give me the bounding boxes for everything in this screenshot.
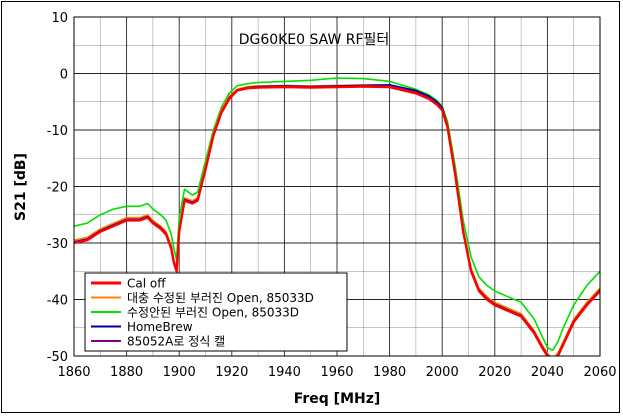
- y-tick-label: 0: [60, 68, 68, 83]
- y-tick-label: -40: [47, 294, 68, 309]
- y-tick-label: -10: [47, 124, 68, 139]
- series-layer: [74, 77, 600, 356]
- legend-label-1: 대충 수정된 부러진 Open, 85033D: [127, 291, 314, 305]
- x-tick-label: 1960: [320, 365, 353, 380]
- series-line-0: [74, 85, 600, 356]
- y-tick-labels: 10 0 -10 -20 -30 -40 -50: [47, 11, 68, 365]
- legend-label-4: 85052A로 정식 캘: [127, 335, 225, 349]
- x-tick-label: 2060: [583, 365, 616, 380]
- legend-label-2: 수정안된 부러진 Open, 85033D: [127, 306, 299, 320]
- chart-title: DG60KE0 SAW RF필터: [239, 32, 390, 48]
- legend-label-3: HomeBrew: [127, 320, 193, 334]
- x-tick-label: 1920: [215, 365, 248, 380]
- plot-border: [73, 16, 601, 357]
- x-tick-label: 2020: [478, 365, 511, 380]
- y-tick-label: 10: [51, 11, 68, 26]
- legend-box: [84, 272, 348, 352]
- y-tick-label: -50: [47, 350, 68, 365]
- x-tick-label: 1980: [373, 365, 406, 380]
- y-tick-label: -30: [47, 237, 68, 252]
- y-axis-label: S21 [dB]: [13, 153, 29, 221]
- x-tick-label: 1880: [110, 365, 143, 380]
- x-tick-label: 2000: [426, 365, 459, 380]
- x-tick-label: 1900: [163, 365, 196, 380]
- x-tick-label: 1860: [57, 365, 90, 380]
- x-tick-label: 1940: [268, 365, 301, 380]
- x-tick-labels: 1860 1880 1900 1920 1940 1960 1980 2000 2020 2040…: [57, 365, 616, 380]
- y-tick-label: -20: [47, 181, 68, 196]
- legend-label-0: Cal off: [127, 277, 166, 291]
- x-axis-label: Freq [MHz]: [294, 391, 381, 407]
- x-tick-label: 2040: [531, 365, 564, 380]
- series-line-2: [74, 77, 600, 352]
